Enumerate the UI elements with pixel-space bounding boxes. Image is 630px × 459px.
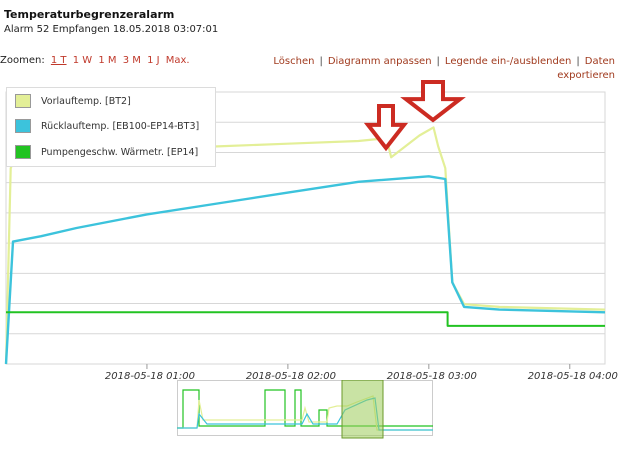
zoom-label: Zoomen: — [0, 55, 45, 66]
zoom-max-button[interactable]: Max. — [165, 55, 190, 66]
zoom-1w-button[interactable]: 1 W — [72, 55, 93, 66]
separator: | — [576, 56, 580, 67]
legend-item-pump[interactable]: Pumpengeschw. Wärmetr. [EP14] — [15, 143, 198, 161]
series-line — [6, 311, 605, 327]
separator: | — [319, 56, 323, 67]
legend-label: Vorlauftemp. [BT2] — [41, 95, 131, 107]
legend-label: Pumpengeschw. Wärmetr. [EP14] — [41, 146, 199, 158]
x-tick-label: 2018-05-18 04:00 — [528, 371, 618, 380]
legend-swatch-icon — [15, 145, 31, 159]
down-arrow-icon — [400, 80, 466, 123]
x-tick-label: 2018-05-18 02:00 — [246, 371, 336, 380]
legend-item-return[interactable]: Rücklauftemp. [EB100-EP14-BT3] — [15, 117, 199, 135]
navigator-series — [177, 389, 433, 429]
page-title: Temperaturbegrenzeralarm — [4, 8, 175, 21]
zoom-3m-button[interactable]: 3 M — [122, 55, 141, 66]
series-line — [4, 175, 606, 365]
plot-area — [5, 91, 606, 365]
export-data-link[interactable]: Daten exportieren — [557, 56, 615, 81]
zoom-1t-button[interactable]: 1 T — [50, 55, 67, 66]
legend-swatch-icon — [15, 94, 31, 108]
legend-toggle-link[interactable]: Legende ein-/ausblenden — [444, 56, 572, 67]
chart-legend: Vorlauftemp. [BT2] Rücklauftemp. [EB100-… — [6, 87, 216, 167]
x-tick-label: 2018-05-18 01:00 — [105, 371, 195, 380]
alarm-subtitle: Alarm 52 Empfangen 18.05.2018 03:07:01 — [4, 24, 219, 35]
zoom-1j-button[interactable]: 1 J — [147, 55, 160, 66]
separator: | — [436, 56, 440, 67]
legend-item-supply[interactable]: Vorlauftemp. [BT2] — [15, 92, 131, 110]
chart-navigator[interactable] — [177, 380, 433, 440]
navigator-window[interactable] — [341, 380, 384, 439]
zoom-bar: Zoomen: 1 T 1 W 1 M 3 M 1 J Max. — [0, 55, 190, 66]
adjust-chart-link[interactable]: Diagramm anpassen — [327, 56, 432, 67]
x-tick-label: 2018-05-18 03:00 — [387, 371, 477, 380]
temperature-chart: 2018-05-18 01:00 2018-05-18 02:00 2018-05-… — [4, 80, 618, 380]
delete-link[interactable]: Löschen — [273, 56, 315, 67]
chart-actions: Löschen | Diagramm anpassen | Legende ein-/a… — [255, 55, 615, 83]
zoom-1m-button[interactable]: 1 M — [98, 55, 117, 66]
legend-swatch-icon — [15, 119, 31, 133]
legend-label: Rücklauftemp. [EB100-EP14-BT3] — [41, 120, 200, 132]
down-arrow-icon — [363, 104, 409, 152]
